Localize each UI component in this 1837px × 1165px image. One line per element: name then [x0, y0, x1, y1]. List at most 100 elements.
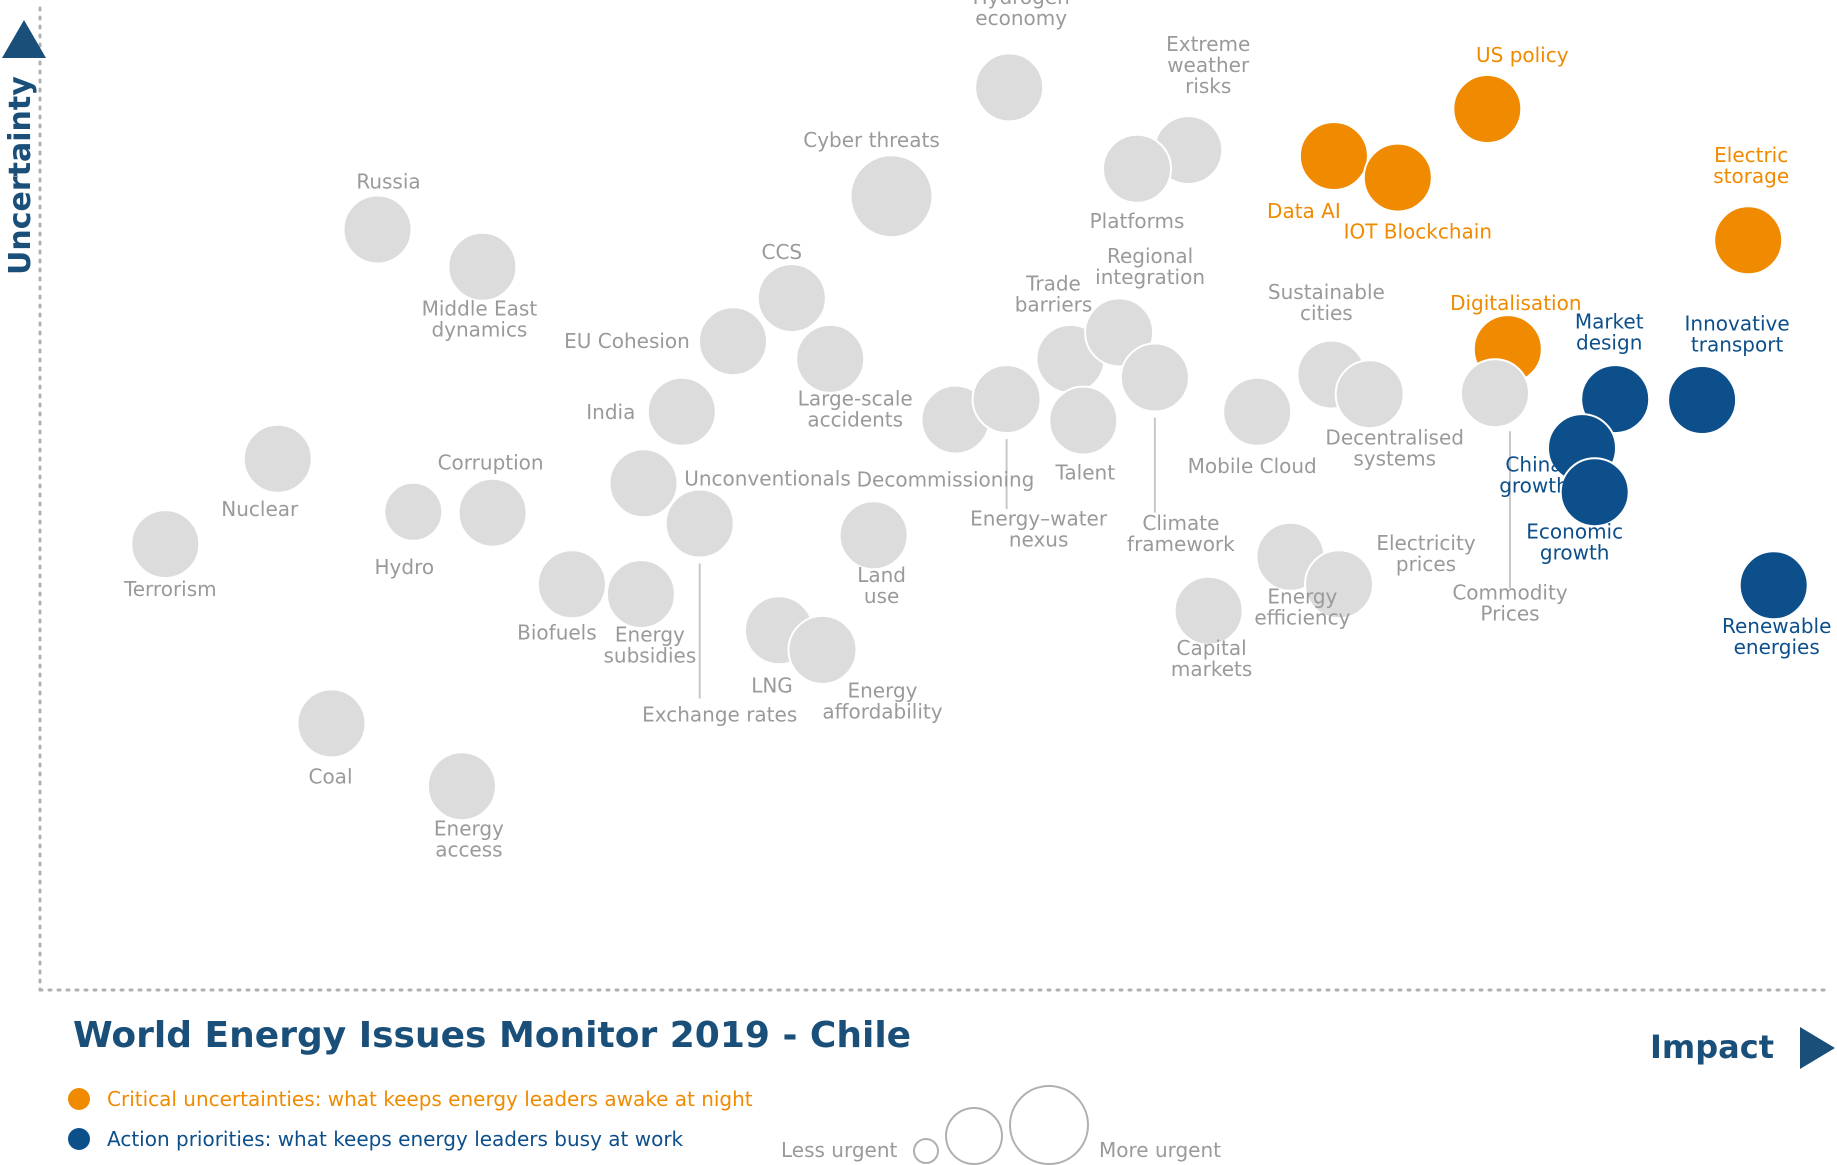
size-legend-medium: [945, 1107, 1003, 1165]
bubble-biofuels: [536, 549, 607, 620]
bubble-ccs: [756, 263, 827, 334]
label-extreme-weather-risks: Extreme weather risks: [1166, 32, 1250, 98]
bubble-hydrogen-economy: [974, 52, 1045, 123]
x-axis-title: Impact: [1650, 1028, 1774, 1066]
bubble-layer: [130, 52, 1809, 822]
bubble-climate-framework: [1119, 342, 1190, 413]
bubble-us-policy: [1452, 74, 1523, 144]
label-hydro: Hydro: [375, 555, 435, 579]
label-corruption: Corruption: [438, 451, 544, 475]
bubble-economic-growth: [1559, 457, 1630, 528]
label-biofuels: Biofuels: [517, 620, 597, 644]
bubble-unconventionals: [608, 448, 679, 519]
bubble-market-design: [1580, 364, 1651, 435]
bubble-innovative-transport: [1667, 365, 1738, 435]
label-talent: Talent: [1055, 461, 1116, 485]
label-terrorism: Terrorism: [123, 577, 217, 601]
label-sustainable-cities: Sustainable cities: [1268, 280, 1385, 325]
bubble-terrorism: [130, 509, 201, 580]
label-electricity-prices: Electricity prices: [1376, 531, 1476, 576]
bubble-exchange-rates: [664, 488, 735, 559]
bubble-iot-blockchain: [1362, 142, 1433, 213]
label-iot-blockchain: IOT Blockchain: [1344, 220, 1492, 244]
bubble-large-scale-accidents: [795, 323, 866, 394]
label-energy-subsidies: Energy subsidies: [604, 623, 697, 668]
label-lng: LNG: [751, 673, 793, 697]
uncertainty-arrow-icon: [2, 20, 46, 58]
bubble-energy-subsidies: [605, 559, 676, 630]
bubble-commodity-prices: [1460, 358, 1530, 429]
legend-more-urgent: More urgent: [1099, 1138, 1221, 1162]
bubble-capital-markets: [1173, 575, 1244, 646]
bubble-data-ai: [1298, 121, 1369, 191]
label-climate-framework: Climate framework: [1127, 511, 1235, 556]
bubble-energy-affordability: [787, 614, 858, 685]
bubble-hydro: [383, 481, 444, 542]
label-coal: Coal: [308, 764, 352, 788]
label-innovative-transport: Innovative transport: [1685, 312, 1790, 357]
label-eu-cohesion: EU Cohesion: [564, 329, 690, 353]
legend-critical-dot: [68, 1088, 90, 1110]
bubble-corruption: [457, 477, 528, 548]
label-large-scale-accidents: Large-scale accidents: [798, 386, 913, 431]
label-electric-storage: Electric storage: [1713, 143, 1789, 188]
label-ccs: CCS: [761, 240, 802, 264]
label-decommissioning: Decommissioning: [857, 468, 1035, 492]
bubble-energy-water-nexus: [971, 364, 1042, 435]
size-legend-large: [1009, 1085, 1089, 1165]
bubble-russia: [342, 194, 413, 265]
impact-arrow-icon: [1800, 1027, 1835, 1069]
label-cyber-threats: Cyber threats: [803, 128, 940, 152]
label-energy-efficiency: Energy efficiency: [1254, 584, 1350, 629]
bubble-mobile-cloud: [1222, 376, 1293, 447]
label-digitalisation: Digitalisation: [1450, 291, 1581, 315]
label-russia: Russia: [356, 170, 420, 194]
label-economic-growth: Economic growth: [1526, 520, 1623, 565]
label-china-growth: China growth: [1499, 453, 1569, 498]
bubble-nuclear: [242, 423, 313, 494]
label-commodity-prices: Commodity Prices: [1452, 581, 1567, 626]
label-decentralised-systems: Decentralised systems: [1325, 426, 1464, 471]
legend-action-text: Action priorities: what keeps energy lea…: [107, 1127, 684, 1151]
label-us-policy: US policy: [1476, 43, 1569, 67]
label-middle-east-dynamics: Middle East dynamics: [422, 296, 538, 341]
bubble-electric-storage: [1713, 205, 1784, 276]
bubble-talent: [1048, 385, 1119, 456]
label-trade-barriers: Trade barriers: [1015, 271, 1093, 316]
label-platforms: Platforms: [1090, 209, 1185, 233]
bubble-cyber-threats: [849, 154, 934, 239]
label-renewable-energies: Renewable energies: [1722, 614, 1831, 659]
bubble-energy-access: [426, 751, 497, 822]
label-energy-water-nexus: Energy–water nexus: [970, 507, 1108, 552]
label-regional-integration: Regional integration: [1095, 244, 1205, 289]
label-capital-markets: Capital markets: [1171, 636, 1252, 681]
size-legend-small: [913, 1138, 939, 1164]
label-exchange-rates: Exchange rates: [642, 703, 797, 727]
label-data-ai: Data AI: [1267, 199, 1341, 223]
legend-critical-text: Critical uncertainties: what keeps energ…: [107, 1087, 753, 1111]
chart-title: World Energy Issues Monitor 2019 - Chile: [73, 1015, 911, 1056]
label-hydrogen-economy: Hydrogeneconomy: [973, 0, 1070, 30]
bubble-platforms: [1102, 133, 1172, 204]
bubble-decentralised-systems: [1334, 359, 1405, 430]
y-axis-title: Uncertainty: [3, 76, 38, 275]
legend-less-urgent: Less urgent: [781, 1138, 898, 1162]
label-energy-access: Energy access: [434, 817, 504, 862]
bubble-land-use: [838, 500, 909, 571]
label-nuclear: Nuclear: [221, 497, 299, 521]
bubble-eu-cohesion: [698, 306, 768, 377]
bubble-electricity-prices: [1304, 549, 1374, 620]
bubble-coal: [296, 688, 367, 759]
bubble-middle-east-dynamics: [447, 231, 518, 302]
bubble-renewable-energies: [1738, 550, 1809, 621]
label-india: India: [586, 400, 635, 424]
label-unconventionals: Unconventionals: [684, 466, 851, 490]
label-market-design: Market design: [1575, 310, 1644, 355]
bubble-india: [646, 376, 717, 447]
label-energy-affordability: Energy affordability: [822, 678, 942, 723]
label-mobile-cloud: Mobile Cloud: [1188, 454, 1317, 478]
leader-lines: [698, 417, 1511, 699]
